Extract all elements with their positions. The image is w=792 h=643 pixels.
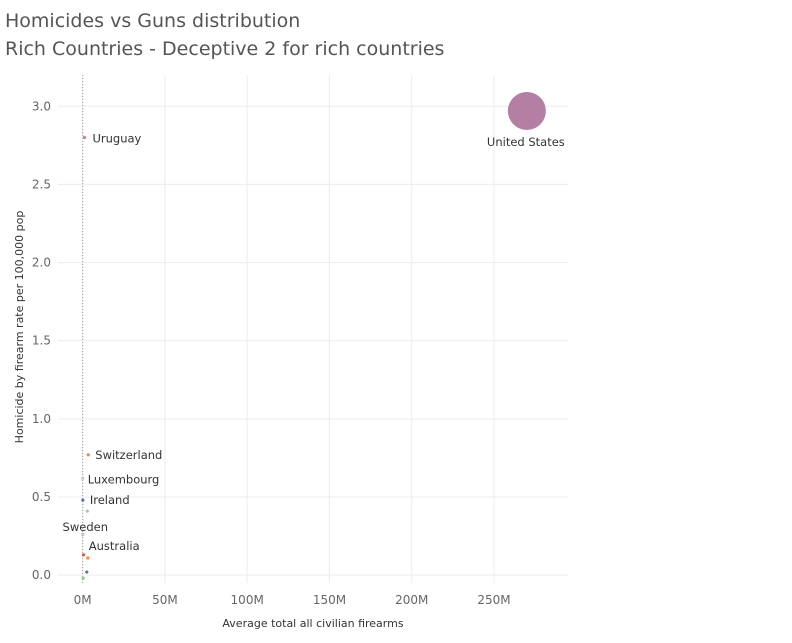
chart-subtitle: Rich Countries - Deceptive 2 for rich co… bbox=[5, 38, 445, 60]
data-points[interactable] bbox=[81, 91, 546, 580]
y-tick-label: 2.5 bbox=[32, 177, 51, 191]
grid-lines bbox=[58, 75, 568, 583]
y-axis-title: Homicide by firearm rate per 100,000 pop bbox=[13, 211, 26, 444]
point-label: Switzerland bbox=[95, 448, 162, 462]
point-label: Sweden bbox=[63, 520, 108, 534]
point[interactable] bbox=[81, 532, 85, 537]
point-australia[interactable] bbox=[86, 556, 90, 560]
point-labels: United States Uruguay Switzerland Luxembour… bbox=[63, 132, 565, 553]
point-luxembourg[interactable] bbox=[81, 476, 85, 480]
point-label: Luxembourg bbox=[88, 472, 160, 486]
point-united-states[interactable] bbox=[507, 91, 546, 130]
chart-title: Homicides vs Guns distribution bbox=[5, 10, 301, 32]
point-label: United States bbox=[487, 135, 565, 149]
point[interactable] bbox=[81, 576, 85, 580]
x-tick-label: 200M bbox=[395, 593, 428, 607]
x-axis-title: Average total all civilian firearms bbox=[222, 617, 403, 630]
y-tick-label: 0.5 bbox=[32, 490, 51, 504]
x-axis-ticks: 0M 50M 100M 150M 200M 250M bbox=[74, 593, 511, 607]
y-tick-label: 3.0 bbox=[32, 99, 51, 113]
y-axis-ticks: 0.0 0.5 1.0 1.5 2.0 2.5 3.0 bbox=[32, 99, 51, 582]
y-tick-label: 0.0 bbox=[32, 568, 51, 582]
point-uruguay[interactable] bbox=[82, 135, 87, 140]
point[interactable] bbox=[85, 570, 89, 574]
y-tick-label: 2.0 bbox=[32, 256, 51, 270]
point-switzerland[interactable] bbox=[86, 453, 90, 457]
point[interactable] bbox=[81, 553, 86, 557]
x-tick-label: 50M bbox=[152, 593, 178, 607]
x-tick-label: 100M bbox=[231, 593, 264, 607]
point-sweden[interactable] bbox=[85, 509, 89, 513]
point-label: Uruguay bbox=[92, 132, 141, 146]
x-tick-label: 0M bbox=[74, 593, 92, 607]
point-label: Ireland bbox=[90, 493, 130, 507]
y-tick-label: 1.5 bbox=[32, 334, 51, 348]
x-tick-label: 250M bbox=[477, 593, 510, 607]
point-ireland[interactable] bbox=[81, 498, 85, 502]
y-tick-label: 1.0 bbox=[32, 412, 51, 426]
x-tick-label: 150M bbox=[313, 593, 346, 607]
point-label: Australia bbox=[89, 539, 140, 553]
